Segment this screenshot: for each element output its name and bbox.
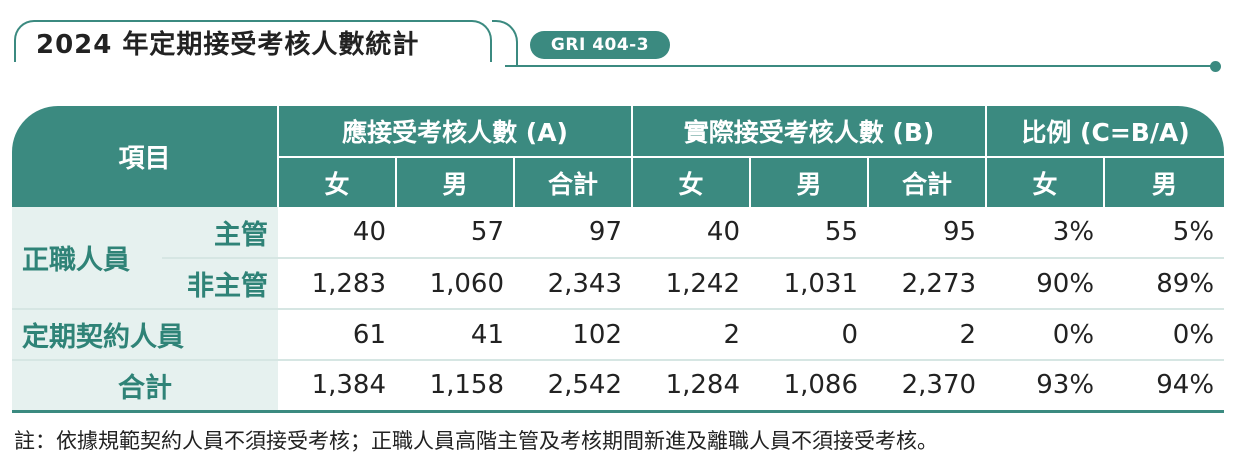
title-underline <box>505 65 1215 67</box>
stats-table-wrapper: 項目 應接受考核人數 (A) 實際接受考核人數 (B) 比例 (C=B/A) 女… <box>12 106 1225 413</box>
cell-total-a-female: 1,384 <box>278 360 397 413</box>
cell-total-a-total: 2,542 <box>514 360 633 413</box>
cell-contract-b-male: 0 <box>750 309 869 361</box>
cell-nonmanager-c-male: 89% <box>1104 258 1225 310</box>
row-label-contract: 定期契約人員 <box>12 309 279 361</box>
cell-manager-b-male: 55 <box>750 207 869 259</box>
row-label-non-manager: 非主管 <box>162 258 279 310</box>
page-title: 2024 年定期接受考核人數統計 <box>36 30 420 60</box>
cell-contract-a-male: 41 <box>396 309 515 361</box>
stats-table: 項目 應接受考核人數 (A) 實際接受考核人數 (B) 比例 (C=B/A) 女… <box>12 106 1225 413</box>
cell-manager-c-female: 3% <box>986 207 1105 259</box>
row-label-regular: 正職人員 <box>12 207 162 310</box>
cell-contract-b-total: 2 <box>868 309 987 361</box>
cell-total-b-male: 1,086 <box>750 360 869 413</box>
cell-nonmanager-b-total: 2,273 <box>868 258 987 310</box>
cell-manager-c-male: 5% <box>1104 207 1225 259</box>
header-b-male: 男 <box>749 157 869 207</box>
header-c-female: 女 <box>985 157 1105 207</box>
cell-contract-c-female: 0% <box>986 309 1105 361</box>
table-row-contract: 定期契約人員 61 41 102 2 0 2 0% 0% <box>12 309 1225 361</box>
cell-manager-a-male: 57 <box>396 207 515 259</box>
cell-total-c-male: 94% <box>1104 360 1225 413</box>
cell-total-b-total: 2,370 <box>868 360 987 413</box>
table-row-manager: 正職人員 主管 40 57 97 40 55 95 3% 5% <box>12 207 1225 310</box>
cell-manager-b-female: 40 <box>632 207 751 259</box>
gri-badge: GRI 404-3 <box>530 31 670 59</box>
cell-total-c-female: 93% <box>986 360 1105 413</box>
header-group-b: 實際接受考核人數 (B) <box>631 106 987 158</box>
cell-total-a-male: 1,158 <box>396 360 515 413</box>
header-c-male: 男 <box>1103 157 1225 207</box>
row-label-total: 合計 <box>12 360 279 413</box>
cell-contract-c-male: 0% <box>1104 309 1225 361</box>
footnote: 註：依據規範契約人員不須接受考核；正職人員高階主管及考核期間新進及離職人員不須接… <box>14 429 938 453</box>
header-group-c: 比例 (C=B/A) <box>985 106 1225 158</box>
cell-contract-a-total: 102 <box>514 309 633 361</box>
header-a-total: 合計 <box>513 157 633 207</box>
row-label-manager: 主管 <box>162 207 279 259</box>
cell-manager-a-total: 97 <box>514 207 633 259</box>
cell-manager-a-female: 40 <box>278 207 397 259</box>
cell-nonmanager-a-female: 1,283 <box>278 258 397 310</box>
cell-contract-b-female: 2 <box>632 309 751 361</box>
cell-total-b-female: 1,284 <box>632 360 751 413</box>
header-a-male: 男 <box>395 157 515 207</box>
table-row-total: 合計 1,384 1,158 2,542 1,284 1,086 2,370 9… <box>12 360 1225 413</box>
cell-contract-a-female: 61 <box>278 309 397 361</box>
header-b-female: 女 <box>631 157 751 207</box>
cell-nonmanager-a-total: 2,343 <box>514 258 633 310</box>
header-item: 項目 <box>12 106 279 207</box>
table-row-non-manager: 非主管 1,283 1,060 2,343 1,242 1,031 2,273 … <box>12 258 1225 310</box>
cell-manager-b-total: 95 <box>868 207 987 259</box>
header-b-total: 合計 <box>867 157 987 207</box>
cell-nonmanager-a-male: 1,060 <box>396 258 515 310</box>
header-a-female: 女 <box>277 157 397 207</box>
underline-end-dot <box>1210 61 1221 72</box>
cell-nonmanager-b-male: 1,031 <box>750 258 869 310</box>
cell-nonmanager-c-female: 90% <box>986 258 1105 310</box>
title-frame-curve <box>492 20 518 67</box>
title-frame <box>14 20 492 62</box>
cell-nonmanager-b-female: 1,242 <box>632 258 751 310</box>
header-group-a: 應接受考核人數 (A) <box>277 106 633 158</box>
